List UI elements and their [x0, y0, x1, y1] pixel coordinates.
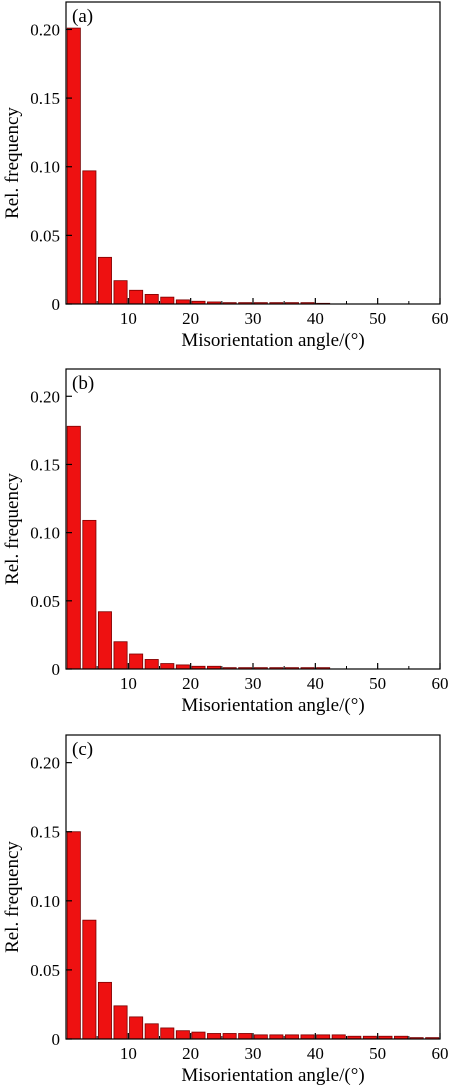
bar [222, 1033, 237, 1040]
y-tick-label: 0.15 [30, 823, 60, 842]
x-tick-label: 30 [245, 674, 262, 693]
chart-panel-1: 0 0.05 0.10 0.15 0.20 10 20 30 40 50 60 Misorientat… [2, 1, 449, 351]
bar [66, 831, 81, 1040]
y-tick-label: 0.15 [30, 89, 60, 108]
bar [82, 519, 97, 670]
bar [82, 919, 97, 1040]
bar [160, 1027, 175, 1040]
panel-label: (a) [72, 6, 93, 27]
chart-panel-3: 0 0.05 0.10 0.15 0.20 10 20 30 40 50 60 Misorientat… [2, 734, 449, 1085]
y-tick-label: 0.20 [30, 387, 60, 406]
x-tick-label: 40 [307, 1044, 324, 1063]
bar [66, 27, 81, 305]
x-axis-label: Misorientation angle/(°) [181, 330, 364, 351]
bar [331, 1034, 346, 1040]
x-tick-label: 40 [307, 309, 324, 328]
x-tick-label: 20 [182, 674, 199, 693]
chart-panel-2: 0 0.05 0.10 0.15 0.20 10 20 30 40 50 60 Misorientat… [2, 368, 449, 716]
y-tick-label: 0.10 [30, 158, 60, 177]
bar [300, 1034, 315, 1040]
bar [253, 1034, 268, 1040]
bar [129, 653, 144, 670]
x-tick-label: 20 [182, 309, 199, 328]
y-tick-label: 0.05 [30, 592, 60, 611]
y-axis-label: Rel. frequency [2, 107, 23, 219]
x-tick-label: 50 [369, 309, 386, 328]
bar [144, 293, 159, 305]
bar [269, 1034, 284, 1040]
x-axis-label: Misorientation angle/(°) [181, 1065, 364, 1085]
y-axis-label: Rel. frequency [2, 841, 23, 953]
bar [97, 981, 112, 1040]
y-tick-label: 0.20 [30, 754, 60, 773]
x-tick-label: 60 [432, 1044, 449, 1063]
bar [191, 1031, 206, 1040]
y-tick-label: 0.10 [30, 892, 60, 911]
plot-frame [65, 734, 441, 1040]
x-tick-label: 30 [245, 309, 262, 328]
x-tick-label: 10 [120, 309, 137, 328]
bar [316, 1034, 331, 1040]
panel-label: (c) [72, 739, 93, 760]
bar [113, 280, 128, 305]
plot-frame [65, 1, 441, 305]
bar [66, 425, 81, 670]
bar [113, 641, 128, 670]
bar [175, 1030, 190, 1040]
x-tick-label: 30 [245, 1044, 262, 1063]
y-tick-label: 0.05 [30, 961, 60, 980]
bar [175, 664, 190, 670]
y-tick-label: 0.05 [30, 226, 60, 245]
plot-frame [65, 368, 441, 670]
x-tick-label: 50 [369, 1044, 386, 1063]
x-tick-label: 40 [307, 674, 324, 693]
bar [113, 1005, 128, 1040]
y-tick-label: 0.15 [30, 455, 60, 474]
bar [97, 611, 112, 670]
y-tick-label: 0.10 [30, 524, 60, 543]
y-tick-label: 0 [52, 660, 61, 679]
bar [160, 663, 175, 670]
x-tick-label: 50 [369, 674, 386, 693]
bar [144, 659, 159, 670]
x-tick-label: 60 [432, 309, 449, 328]
bar [129, 289, 144, 305]
bar [207, 1033, 222, 1040]
y-tick-label: 0.20 [30, 20, 60, 39]
bar [284, 1034, 299, 1040]
y-tick-label: 0 [52, 1030, 61, 1049]
y-axis-label: Rel. frequency [2, 473, 23, 585]
bar [97, 256, 112, 305]
panel-label: (b) [72, 373, 94, 394]
x-axis-label: Misorientation angle/(°) [181, 695, 364, 716]
x-tick-label: 10 [120, 674, 137, 693]
x-tick-label: 20 [182, 1044, 199, 1063]
y-tick-label: 0 [52, 295, 61, 314]
bar [160, 296, 175, 305]
x-tick-label: 60 [432, 674, 449, 693]
bar [144, 1023, 159, 1040]
x-tick-label: 10 [120, 1044, 137, 1063]
bar [129, 1016, 144, 1040]
bar [238, 1033, 253, 1040]
bar [175, 299, 190, 305]
bar [82, 170, 97, 305]
